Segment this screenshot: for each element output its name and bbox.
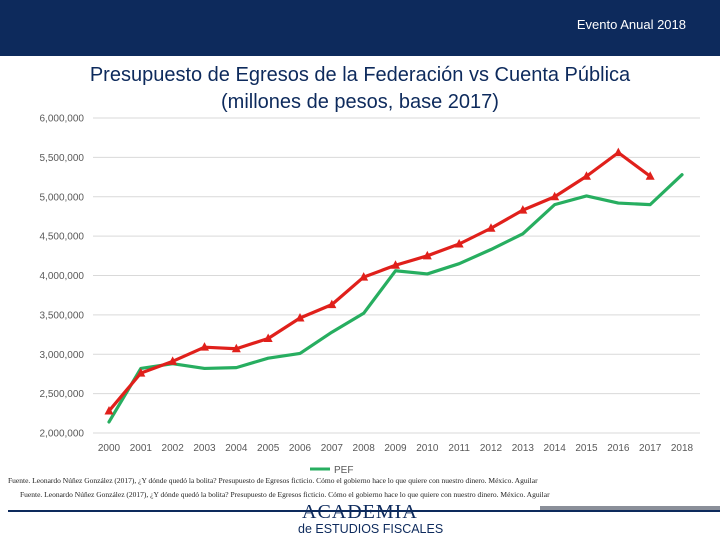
data-point-marker (550, 191, 560, 201)
series-line (107, 151, 652, 413)
y-tick-label: 3,500,000 (40, 310, 85, 321)
x-tick-label: 2001 (130, 443, 153, 454)
x-tick-label: 2007 (321, 443, 344, 454)
data-point-marker (104, 405, 114, 415)
data-point-marker (422, 250, 432, 260)
x-tick-label: 2012 (480, 443, 503, 454)
x-tick-label: 2017 (639, 443, 662, 454)
data-point-marker (359, 272, 369, 281)
y-tick-label: 5,000,000 (40, 192, 85, 203)
logo-bottom-text: de ESTUDIOS FISCALES (298, 522, 444, 536)
y-tick-label: 4,000,000 (40, 271, 85, 282)
y-tick-label: 3,000,000 (40, 350, 85, 361)
x-tick-label: 2011 (448, 443, 470, 454)
x-tick-label: 2014 (544, 443, 567, 454)
data-point-marker (200, 342, 209, 351)
x-tick-label: 2018 (671, 443, 694, 454)
source-note-2: Fuente. Leonardo Núñez González (2017), … (20, 490, 550, 499)
data-point-marker (263, 333, 273, 342)
slide-title: Presupuesto de Egresos de la Federación … (0, 62, 720, 116)
y-tick-label: 2,500,000 (40, 389, 85, 400)
slide-title-line1: Presupuesto de Egresos de la Federación … (89, 64, 631, 86)
data-point-marker (391, 260, 400, 269)
data-point-marker (327, 299, 337, 309)
x-tick-label: 2003 (193, 443, 216, 454)
y-tick-label: 4,500,000 (40, 232, 85, 243)
y-tick-label: 2,000,000 (40, 429, 85, 440)
footer-accent-bar (540, 506, 720, 510)
x-tick-label: 2005 (257, 443, 280, 454)
data-point-marker (518, 205, 528, 214)
y-tick-label: 6,000,000 (40, 114, 85, 125)
data-point-marker (582, 171, 591, 180)
data-point-marker (295, 313, 305, 322)
data-point-marker (136, 368, 146, 377)
x-tick-label: 2000 (98, 443, 121, 454)
x-tick-label: 2016 (607, 443, 630, 454)
data-point-marker (454, 239, 464, 248)
x-tick-label: 2006 (289, 443, 312, 454)
data-point-marker (168, 356, 178, 365)
x-tick-label: 2010 (416, 443, 439, 454)
x-tick-label: 2015 (575, 443, 598, 454)
line-chart: 2,000,000 2,500,000 3,000,000 3,500,000 4,00… (40, 114, 700, 476)
x-tick-label: 2004 (225, 443, 248, 454)
data-point-marker (645, 171, 655, 180)
y-tick-label: 5,500,000 (40, 153, 85, 164)
series-line (107, 173, 684, 424)
academia-logo: ACADEMIA de ESTUDIOS FISCALES (296, 500, 443, 538)
source-note-1: Fuente. Leonardo Núñez González (2017), … (8, 476, 538, 485)
x-tick-label: 2013 (512, 443, 535, 454)
legend-label-pef: PEF (334, 465, 353, 476)
event-label: Evento Anual 2018 (576, 17, 686, 32)
x-tick-label: 2002 (162, 443, 185, 454)
slide-title-line2: (millones de pesos, base 2017) (221, 91, 499, 113)
x-tick-label: 2008 (353, 443, 376, 454)
data-point-marker (613, 147, 623, 157)
x-tick-label: 2009 (384, 443, 407, 454)
logo-top-text: ACADEMIA (302, 501, 418, 523)
footer-divider (8, 510, 720, 512)
data-point-marker (231, 343, 241, 353)
data-point-marker (486, 223, 496, 232)
top-bar: Evento Anual 2018 (0, 0, 720, 56)
